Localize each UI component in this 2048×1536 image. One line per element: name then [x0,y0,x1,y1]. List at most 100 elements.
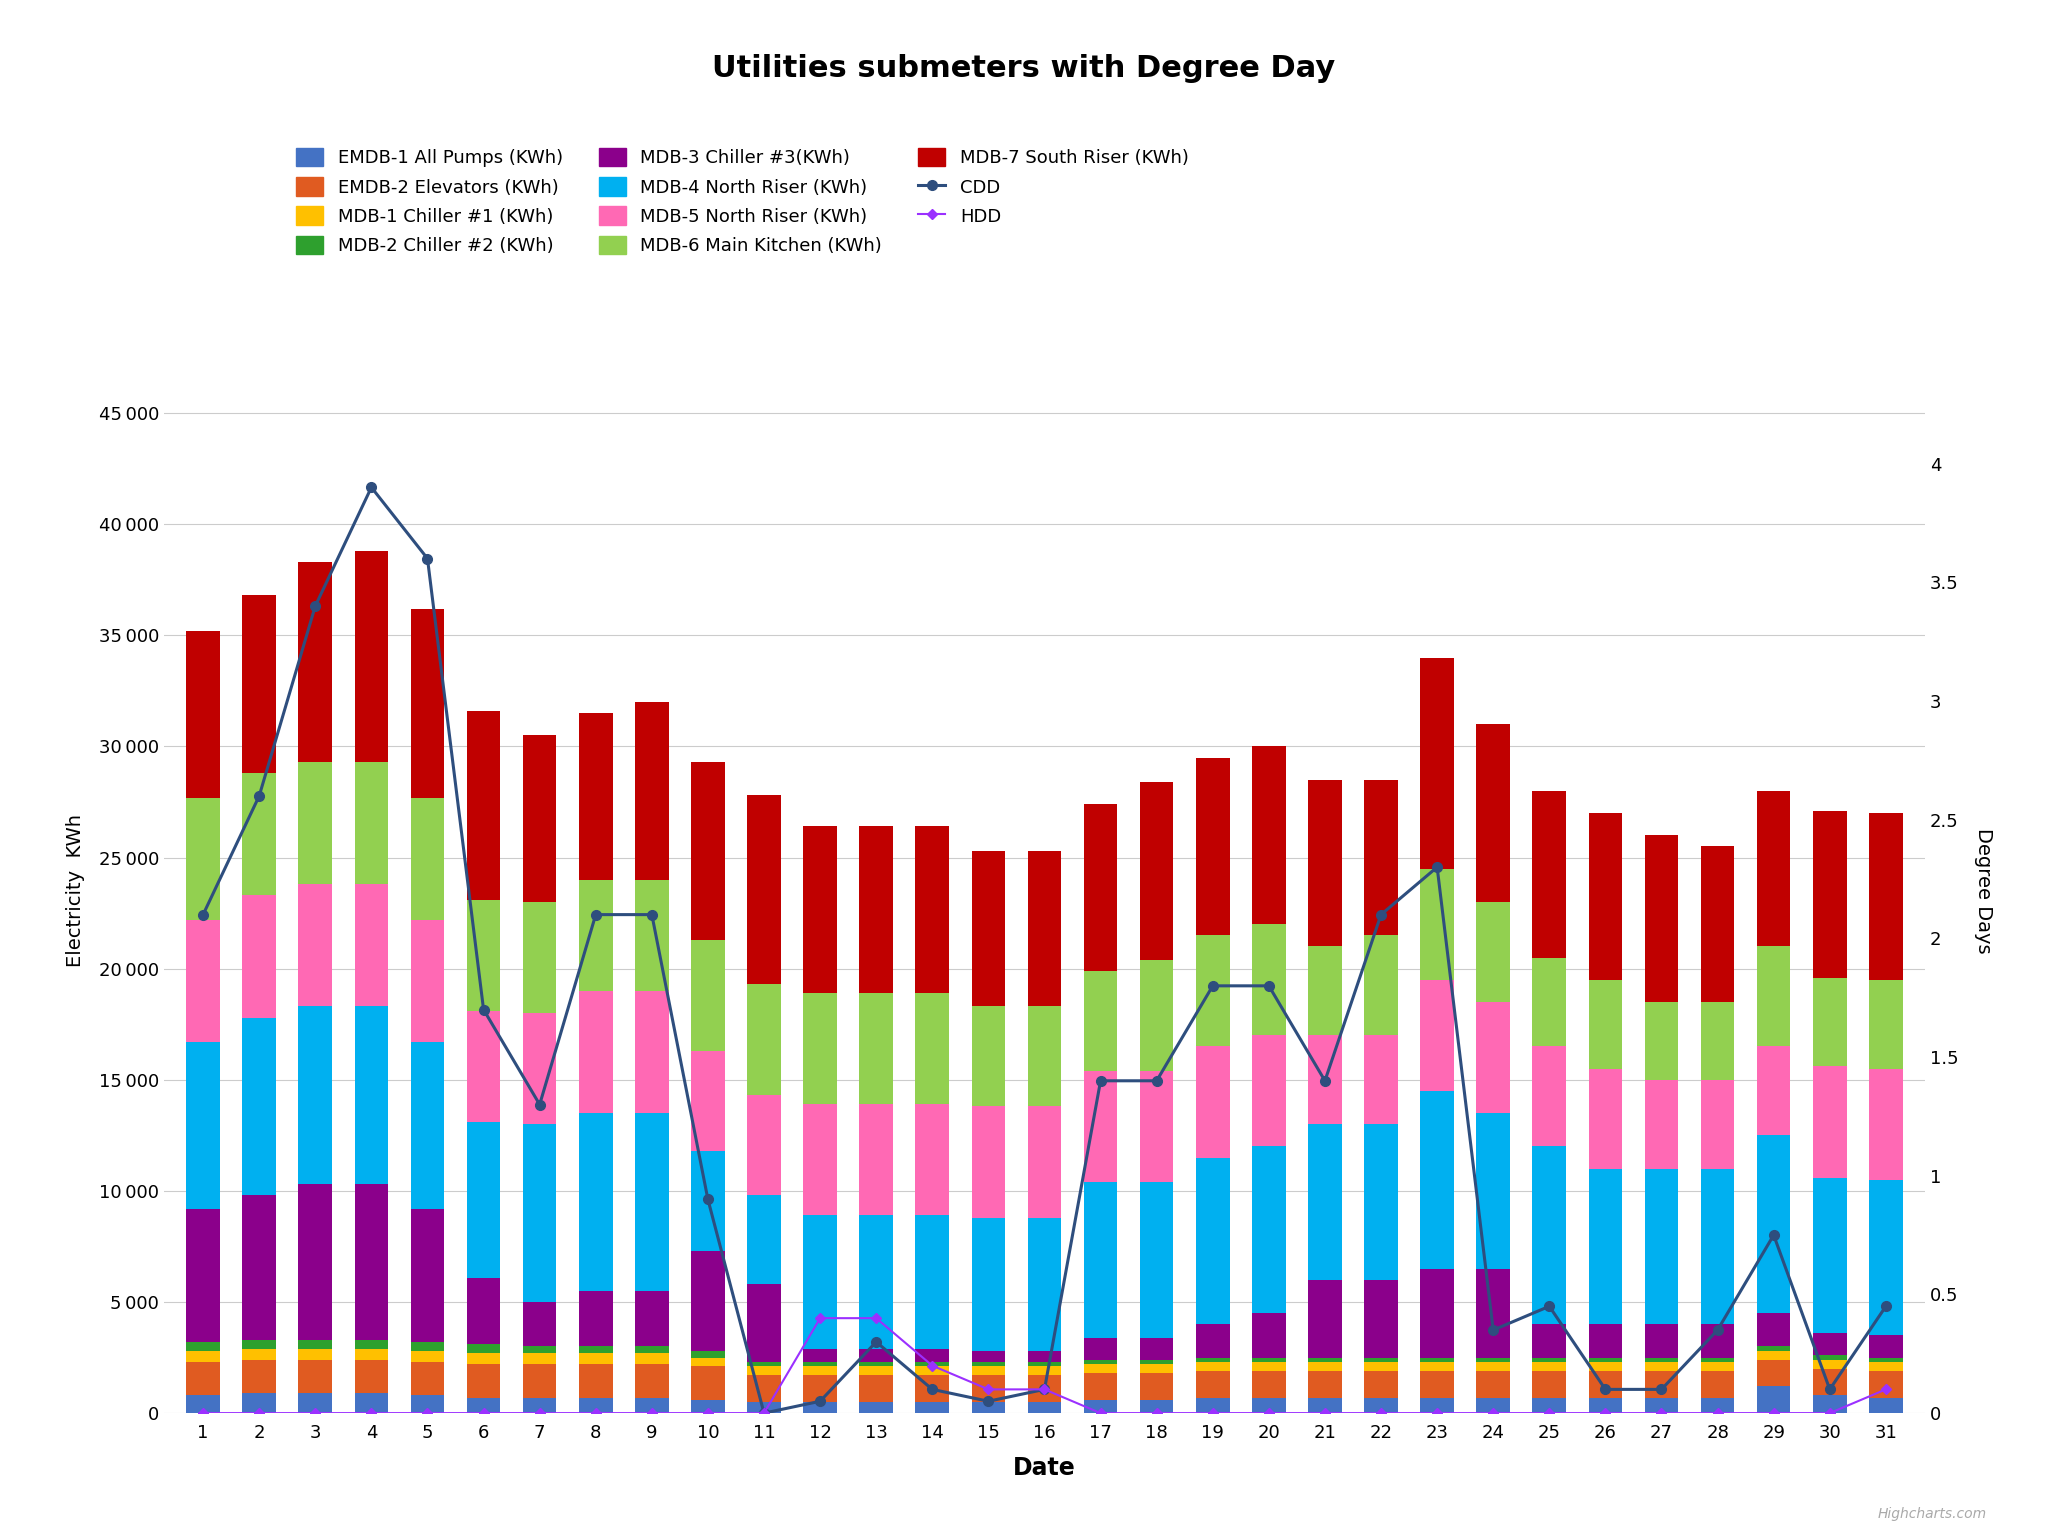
Bar [1309,1372,1341,1398]
Bar [1477,1269,1509,1358]
Bar [971,851,1006,1006]
Bar [467,1011,500,1121]
Legend: EMDB-1 All Pumps (KWh), EMDB-2 Elevators (KWh), MDB-1 Chiller #1 (KWh), MDB-2 Ch: EMDB-1 All Pumps (KWh), EMDB-2 Elevators… [297,147,1188,255]
Bar [1532,1398,1567,1413]
Bar [915,1215,948,1349]
Bar [1532,1324,1567,1358]
Bar [522,736,557,902]
Bar [748,1367,780,1375]
Bar [1083,1338,1118,1359]
Bar [1028,1350,1061,1362]
Bar [1141,782,1174,960]
Bar [412,797,444,920]
Bar [803,1402,838,1413]
Bar [242,1017,276,1195]
Bar [1812,1369,1847,1395]
Bar [186,1342,219,1350]
Bar [915,1362,948,1367]
Bar [635,1114,668,1290]
Bar [1028,1367,1061,1375]
Bar [1757,791,1790,946]
Bar [860,1215,893,1349]
Bar [1870,813,1903,980]
Bar [1141,1373,1174,1399]
Bar [1870,1180,1903,1335]
Bar [1645,1362,1677,1372]
Bar [1251,925,1286,1035]
Bar [1870,1069,1903,1180]
Bar [1589,1362,1622,1372]
Bar [1757,1359,1790,1387]
Bar [1812,1066,1847,1178]
Bar [1083,1399,1118,1413]
Bar [299,1006,332,1184]
Bar [242,1195,276,1339]
Bar [635,1347,668,1353]
Bar [580,1364,612,1398]
Bar [1309,1279,1341,1358]
Text: Highcharts.com: Highcharts.com [1878,1507,1987,1521]
Bar [580,713,612,880]
Bar [1812,1359,1847,1369]
Bar [580,1347,612,1353]
Bar [1028,1402,1061,1413]
Bar [242,1349,276,1359]
Bar [1028,1006,1061,1106]
Bar [1589,813,1622,980]
Bar [1196,1398,1229,1413]
Bar [1364,935,1399,1035]
Bar [803,994,838,1104]
Bar [186,797,219,920]
Bar [467,1364,500,1398]
Bar [1589,1358,1622,1362]
Bar [915,1104,948,1215]
Bar [1251,746,1286,925]
Bar [860,1402,893,1413]
Bar [299,1339,332,1349]
Bar [1757,1046,1790,1135]
Bar [1477,1358,1509,1362]
Bar [1812,1178,1847,1333]
Bar [1083,805,1118,971]
Bar [1028,1362,1061,1367]
Bar [1532,1046,1567,1146]
Bar [242,1359,276,1393]
Bar [860,994,893,1104]
Bar [690,1350,725,1358]
Bar [1141,1183,1174,1338]
Bar [1700,846,1735,1001]
Bar [580,1290,612,1347]
Bar [748,796,780,985]
Bar [1309,1398,1341,1413]
Bar [915,1402,948,1413]
Bar [635,1364,668,1398]
Bar [1251,1146,1286,1313]
Bar [1083,1364,1118,1373]
Bar [1364,1358,1399,1362]
Y-axis label: Degree Days: Degree Days [1974,828,1993,954]
Bar [1700,1001,1735,1080]
Bar [1421,1362,1454,1372]
Bar [1532,1146,1567,1324]
Bar [1700,1362,1735,1372]
Bar [580,1114,612,1290]
Bar [1083,971,1118,1071]
Bar [467,1121,500,1278]
Bar [1589,1169,1622,1324]
Bar [467,1278,500,1344]
Bar [1477,723,1509,902]
Bar [690,940,725,1051]
Bar [412,608,444,797]
Bar [971,1218,1006,1350]
Bar [242,596,276,773]
Bar [1589,1069,1622,1169]
Bar [1083,1071,1118,1183]
Bar [1028,851,1061,1006]
Bar [412,1395,444,1413]
Bar [1196,757,1229,935]
Bar [1251,1362,1286,1372]
Bar [1083,1183,1118,1338]
Bar [635,702,668,880]
Bar [803,1367,838,1375]
Bar [1196,1358,1229,1362]
